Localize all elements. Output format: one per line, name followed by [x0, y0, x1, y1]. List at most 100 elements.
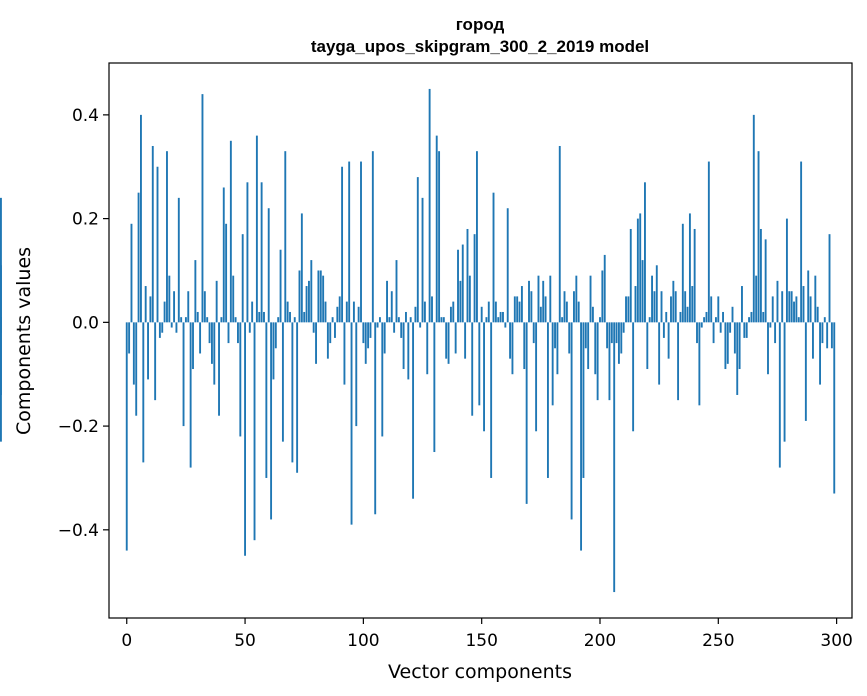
bar-103 [369, 322, 372, 338]
bar-43 [227, 322, 230, 344]
bar-122 [414, 306, 417, 323]
bar-149 [478, 322, 481, 406]
bar-187 [568, 322, 571, 354]
bar-292 [816, 306, 819, 323]
bar-306 [0, 317, 2, 323]
bar-134 [442, 317, 445, 323]
bar-104 [371, 151, 374, 323]
bar-108 [381, 322, 384, 437]
bar-141 [459, 280, 462, 323]
bar-125 [421, 197, 424, 323]
bar-266 [755, 275, 758, 323]
bar-286 [802, 286, 805, 323]
bar-142 [461, 244, 464, 323]
bar-57 [260, 182, 263, 323]
bar-259 [738, 322, 741, 370]
bar-194 [584, 322, 587, 349]
bar-107 [378, 317, 381, 323]
bar-93 [345, 301, 348, 323]
bar-192 [580, 322, 583, 551]
bar-29 [194, 260, 197, 323]
bar-13 [156, 166, 159, 323]
x-axis: 0 50 100 150 200 250 300 [121, 618, 853, 651]
bar-245 [705, 311, 708, 323]
bar-202 [603, 254, 606, 323]
bar-212 [627, 296, 630, 323]
bar-276 [778, 322, 781, 468]
bar-219 [644, 182, 646, 323]
bar-289 [809, 296, 812, 323]
bar-278 [783, 322, 786, 442]
bar-63 [274, 322, 277, 349]
bar-160 [504, 322, 507, 328]
bar-171 [530, 291, 533, 323]
bar-146 [471, 322, 474, 416]
bar-55 [255, 135, 258, 323]
bar-290 [812, 322, 814, 359]
bar-144 [466, 228, 469, 323]
bar-254 [726, 322, 729, 364]
bar-100 [362, 322, 365, 344]
bar-69 [289, 311, 291, 323]
x-tick-label: 50 [234, 631, 256, 651]
bar-61 [270, 322, 273, 520]
bar-228 [665, 311, 668, 323]
bar-150 [480, 306, 483, 323]
bar-26 [187, 291, 190, 323]
bar-139 [454, 322, 457, 354]
bar-172 [532, 322, 535, 344]
bar-84 [324, 301, 327, 323]
bar-211 [625, 296, 627, 323]
bar-191 [577, 301, 580, 323]
bar-110 [386, 280, 388, 323]
bar-156 [494, 301, 497, 323]
bar-3 [132, 322, 135, 385]
bar-20 [173, 291, 176, 323]
y-tick-label: −0.4 [58, 521, 99, 541]
bar-249 [714, 317, 717, 323]
bar-222 [651, 275, 653, 323]
bar-39 [218, 322, 220, 416]
x-tick-label: 250 [702, 631, 734, 651]
bar-73 [298, 270, 301, 323]
bar-282 [793, 301, 795, 323]
bar-53 [251, 301, 254, 323]
bar-215 [634, 286, 637, 323]
x-tick-label: 150 [465, 631, 497, 651]
bar-279 [785, 218, 788, 323]
bar-175 [539, 306, 542, 323]
bar-272 [769, 322, 772, 328]
bar-14 [158, 322, 161, 338]
bar-201 [601, 270, 604, 323]
bar-41 [222, 187, 225, 323]
bar-105 [374, 322, 377, 515]
bar-236 [684, 291, 687, 323]
bar-76 [305, 286, 308, 323]
bar-2 [130, 223, 133, 323]
bar-230 [670, 296, 672, 323]
bar-178 [546, 322, 549, 478]
bar-189 [573, 291, 575, 323]
bar-83 [322, 275, 325, 323]
bar-22 [177, 197, 180, 323]
bar-65 [279, 249, 282, 323]
y-tick-label: −0.2 [58, 417, 99, 437]
bar-1 [128, 322, 131, 354]
bar-158 [499, 311, 502, 323]
bar-169 [525, 322, 528, 504]
bar-16 [163, 301, 166, 323]
bar-182 [556, 322, 559, 375]
bar-72 [296, 322, 299, 473]
bar-30 [196, 311, 199, 323]
bar-68 [286, 301, 289, 323]
bar-238 [688, 213, 691, 323]
bar-35 [208, 322, 211, 344]
bar-118 [405, 311, 407, 323]
bar-40 [220, 317, 223, 323]
bar-153 [487, 301, 490, 323]
bar-287 [804, 322, 807, 421]
bar-15 [161, 322, 164, 333]
bar-195 [587, 322, 590, 370]
bar-162 [509, 322, 512, 359]
